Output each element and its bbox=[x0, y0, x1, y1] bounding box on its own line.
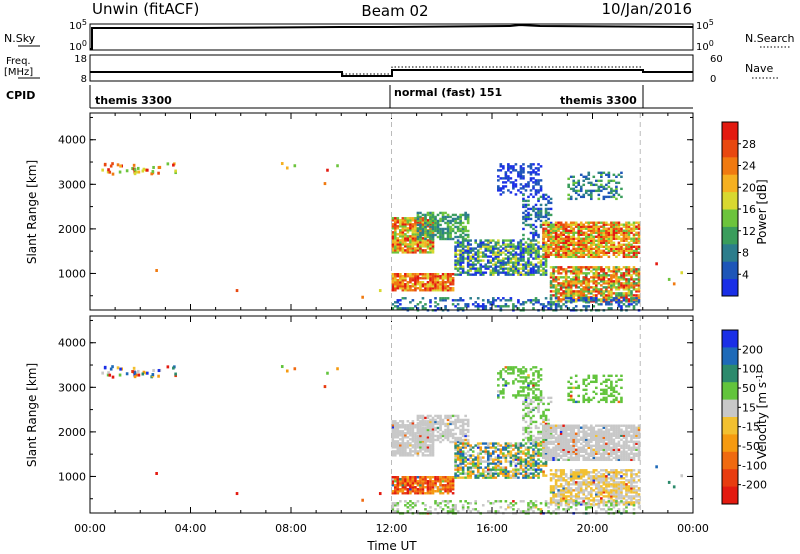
power-colorbar-label: Power [dB] bbox=[755, 179, 769, 244]
xtick-2: 08:00 bbox=[275, 522, 307, 535]
ytick-0-2: 3000 bbox=[58, 178, 86, 191]
freq-label-2: [MHz] bbox=[4, 67, 33, 78]
nsearch-tick-bottom: 100 bbox=[696, 39, 714, 54]
nave-tick-bottom: 0 bbox=[710, 74, 716, 85]
cbar-tick: 15 bbox=[742, 401, 756, 414]
velocity-colorbar-label: Velocity [m s-1] bbox=[755, 371, 770, 459]
freq-label-1: Freq. bbox=[6, 56, 31, 67]
cbar-tick: 24 bbox=[742, 160, 756, 173]
freq-tick-top: 18 bbox=[74, 54, 87, 65]
ytick-1-0: 1000 bbox=[58, 470, 86, 483]
ytick-0-3: 4000 bbox=[58, 134, 86, 147]
cbar-tick: 8 bbox=[742, 247, 749, 260]
ytick-0-0: 1000 bbox=[58, 267, 86, 280]
cbar-tick: -100 bbox=[742, 459, 767, 472]
velocity-colorbar: 200 100 50 15 -15 -50 -100 -200 bbox=[721, 329, 767, 505]
cbar-tick: 20 bbox=[742, 181, 756, 194]
nave-label: Nave bbox=[745, 62, 773, 75]
ytick-0-1: 2000 bbox=[58, 223, 86, 236]
cbar-tick: -15 bbox=[742, 421, 760, 434]
beam-title: Beam 02 bbox=[361, 2, 428, 20]
cpid-strip: CPID themis 3300 normal (fast) 151 themi… bbox=[6, 85, 693, 109]
xtick-1: 04:00 bbox=[175, 522, 207, 535]
cpid-label: CPID bbox=[6, 89, 35, 102]
nsky-tick-top: 105 bbox=[69, 18, 87, 33]
cbar-tick: 16 bbox=[742, 203, 756, 216]
freq-strip: Freq. [MHz] 18 8 60 0 Nave bbox=[4, 54, 780, 85]
cbar-tick: -200 bbox=[742, 479, 767, 492]
cpid-mode-3: themis 3300 bbox=[560, 94, 637, 107]
freq-tick-bottom: 8 bbox=[81, 74, 87, 85]
xtick-3: 12:00 bbox=[376, 522, 408, 535]
cbar-tick: 4 bbox=[742, 268, 749, 281]
nsearch-tick-top: 105 bbox=[696, 18, 714, 33]
nsky-label: N.Sky bbox=[4, 32, 36, 45]
xtick-5: 20:00 bbox=[577, 522, 609, 535]
velocity-data bbox=[101, 365, 684, 515]
power-panel: 1000 2000 3000 4000 Slant Range [km] 4 8 12 16… bbox=[25, 112, 769, 312]
ytick-1-3: 4000 bbox=[58, 337, 86, 350]
power-colorbar: 4 8 12 16 20 24 28 bbox=[721, 121, 756, 297]
freq-trace bbox=[90, 69, 693, 77]
xtick-0: 00:00 bbox=[74, 522, 106, 535]
nsky-tick-bottom: 100 bbox=[69, 39, 87, 54]
velocity-panel: 1000 2000 3000 4000 Slant Range [km] 200 100… bbox=[25, 315, 770, 515]
cbar-tick: 50 bbox=[742, 382, 756, 395]
cbar-tick: 200 bbox=[742, 343, 763, 356]
xlabel: Time UT bbox=[366, 539, 417, 553]
nave-tick-top: 60 bbox=[710, 54, 723, 65]
cpid-mode-1: themis 3300 bbox=[95, 94, 172, 107]
cbar-tick: -50 bbox=[742, 440, 760, 453]
xtick-4: 16:00 bbox=[476, 522, 508, 535]
velocity-ylabel: Slant Range [km] bbox=[25, 363, 39, 467]
xtick-6: 00:00 bbox=[677, 522, 709, 535]
cpid-mode-2: normal (fast) 151 bbox=[394, 86, 502, 99]
power-ylabel: Slant Range [km] bbox=[25, 160, 39, 264]
cbar-tick: 100 bbox=[742, 363, 763, 376]
date-title: 10/Jan/2016 bbox=[602, 0, 693, 18]
ytick-1-1: 2000 bbox=[58, 426, 86, 439]
cbar-tick: 12 bbox=[742, 225, 756, 238]
nsky-strip: N.Sky 105 100 105 100 N.Search bbox=[4, 18, 795, 54]
velocity-axes: 1000 2000 3000 4000 bbox=[58, 316, 694, 513]
nsearch-label: N.Search bbox=[745, 32, 795, 45]
ytick-1-2: 3000 bbox=[58, 381, 86, 394]
nave-trace bbox=[342, 66, 643, 75]
station-title: Unwin (fitACF) bbox=[92, 0, 199, 18]
time-axis: 00:00 04:00 08:00 12:00 16:00 20:00 00:00 bbox=[74, 522, 709, 535]
power-data bbox=[101, 162, 684, 312]
nsky-trace bbox=[90, 23, 694, 50]
cbar-tick: 28 bbox=[742, 138, 756, 151]
